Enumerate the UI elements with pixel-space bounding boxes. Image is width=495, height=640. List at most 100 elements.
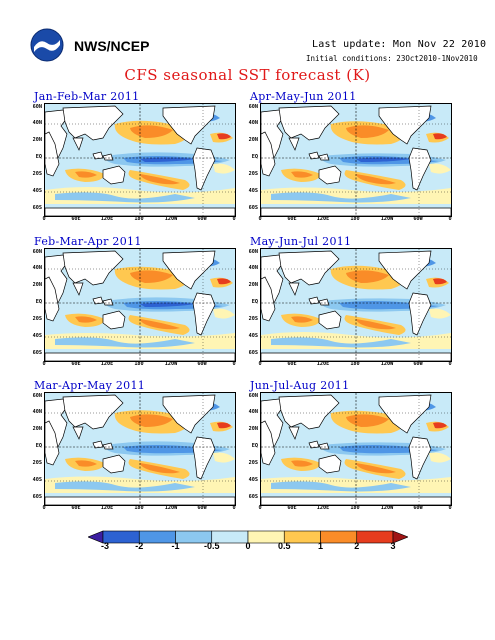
sst-anomaly-map: [260, 392, 452, 506]
lat-label: 60N: [248, 104, 258, 110]
colorbar-tick-label: -1: [171, 541, 180, 551]
lon-label: 60W: [197, 216, 207, 222]
lon-label: 120W: [380, 505, 394, 511]
colorbar-tick-label: 1: [317, 541, 324, 551]
forecast-panel: May-Jun-Jul 2011 60N 40N 20N EQ 20S 40S 60S 0 60E…: [246, 235, 458, 369]
lat-label: 60N: [32, 104, 42, 110]
lat-label: 60S: [32, 350, 42, 356]
panel-title: Mar-Apr-May 2011: [34, 379, 146, 392]
lon-label: 60E: [287, 505, 297, 511]
lon-label: 0: [258, 505, 262, 511]
panel-title: Jun-Jul-Aug 2011: [250, 379, 350, 392]
forecast-panel: Jun-Jul-Aug 2011 60N 40N 20N EQ 20S 40S 60S 0 60E…: [246, 379, 458, 513]
lat-label: 40N: [32, 265, 42, 271]
lon-label: 120W: [164, 216, 178, 222]
colorbar-segment: [392, 530, 408, 544]
lat-label: 40N: [248, 409, 258, 415]
initial-conditions-text: Initial conditions: 23Oct2010-1Nov2010: [306, 54, 478, 63]
lon-label: 0: [42, 216, 46, 222]
lon-label: 120E: [316, 505, 330, 511]
lat-label: 40N: [248, 120, 258, 126]
lat-label: 20N: [32, 426, 42, 432]
lat-label: 20N: [248, 137, 258, 143]
lat-label: 20S: [32, 460, 42, 466]
forecast-panel: Mar-Apr-May 2011 60N 40N 20N EQ 20S 40S 60S 0 60E…: [30, 379, 242, 513]
lat-label: 40N: [32, 409, 42, 415]
lon-label: 60E: [71, 361, 81, 367]
lon-label: 0: [232, 505, 236, 511]
colorbar-segment: [320, 530, 358, 544]
lon-label: 60W: [197, 361, 207, 367]
noaa-logo-icon: [30, 28, 64, 62]
colorbar-tick-label: 2: [354, 541, 360, 551]
forecast-panel: Feb-Mar-Apr 2011 60N 40N 20N EQ 20S 40S 60S 0 60E…: [30, 235, 242, 369]
lat-label: 20N: [248, 426, 258, 432]
lat-label: 20S: [32, 316, 42, 322]
lon-label: 120E: [100, 361, 114, 367]
lat-label: 20N: [32, 137, 42, 143]
lon-label: 60E: [287, 361, 297, 367]
lon-label: 180: [134, 505, 144, 511]
sst-anomaly-map: [44, 103, 236, 217]
org-label: NWS/NCEP: [74, 38, 150, 54]
colorbar-tick-label: -2: [135, 541, 144, 551]
lat-label: 20S: [248, 316, 258, 322]
lon-label: 120E: [100, 505, 114, 511]
lon-label: 120W: [380, 216, 394, 222]
sst-anomaly-map: [44, 248, 236, 362]
panel-title: May-Jun-Jul 2011: [250, 235, 352, 248]
colorbar: [88, 530, 408, 544]
colorbar-tick-label: -3: [100, 541, 110, 551]
lat-label: 40S: [248, 477, 258, 483]
lon-label: 0: [42, 505, 46, 511]
lat-label: 60N: [248, 393, 258, 399]
sst-anomaly-map: [44, 392, 236, 506]
lon-label: 180: [134, 216, 144, 222]
lat-label: EQ: [251, 443, 258, 449]
colorbar-segment: [138, 530, 176, 544]
lat-label: 60S: [248, 205, 258, 211]
lon-label: 180: [350, 216, 360, 222]
panel-title: Jan-Feb-Mar 2011: [34, 90, 140, 103]
lon-label: 60W: [197, 505, 207, 511]
lat-label: 20S: [248, 460, 258, 466]
lat-label: 20S: [32, 171, 42, 177]
lat-label: EQ: [35, 299, 42, 305]
lat-label: 60S: [32, 494, 42, 500]
lon-label: 60E: [71, 505, 81, 511]
lat-label: 40S: [32, 188, 42, 194]
lon-label: 0: [258, 361, 262, 367]
lat-label: EQ: [35, 443, 42, 449]
lat-label: 40S: [248, 333, 258, 339]
lat-label: 40S: [32, 477, 42, 483]
colorbar-tick-label: 0: [245, 541, 251, 551]
lon-label: 0: [42, 361, 46, 367]
lat-label: 40N: [32, 120, 42, 126]
lat-label: 60S: [248, 350, 258, 356]
panel-title: Apr-May-Jun 2011: [250, 90, 357, 103]
lon-label: 120E: [316, 361, 330, 367]
lat-label: EQ: [35, 154, 42, 160]
colorbar-tick-label: -0.5: [203, 541, 220, 551]
lat-label: 20N: [32, 282, 42, 288]
colorbar-segment: [356, 530, 394, 544]
colorbar-tick-label: 0.5: [277, 541, 291, 551]
forecast-panel: Jan-Feb-Mar 2011 60N 40N 20N EQ 20S 40S 60S 0 60E…: [30, 90, 242, 224]
lon-label: 120W: [164, 505, 178, 511]
lat-label: 60N: [32, 393, 42, 399]
lon-label: 120W: [164, 361, 178, 367]
lon-label: 0: [258, 216, 262, 222]
lat-label: 60S: [248, 494, 258, 500]
lat-label: 60N: [248, 249, 258, 255]
lat-label: 20S: [248, 171, 258, 177]
lon-label: 60W: [413, 216, 423, 222]
sst-anomaly-map: [260, 248, 452, 362]
lon-label: 60W: [413, 505, 423, 511]
lon-label: 180: [350, 505, 360, 511]
lon-label: 0: [232, 361, 236, 367]
lon-label: 0: [232, 216, 236, 222]
forecast-panel: Apr-May-Jun 2011 60N 40N 20N EQ 20S 40S 60S 0 60E…: [246, 90, 458, 224]
sst-anomaly-map: [260, 103, 452, 217]
lat-label: 40S: [248, 188, 258, 194]
lon-label: 0: [448, 505, 452, 511]
